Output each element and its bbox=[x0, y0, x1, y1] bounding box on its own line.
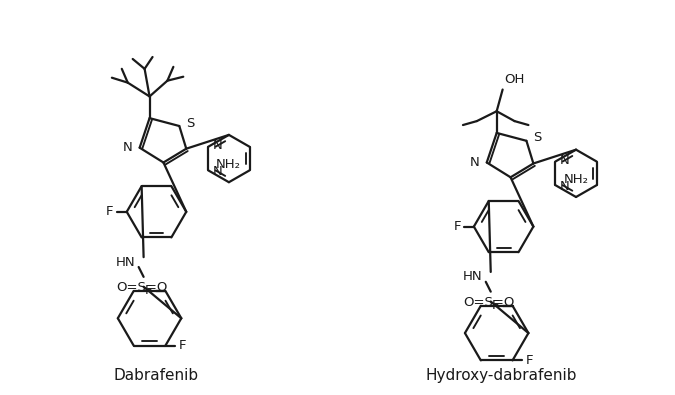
Text: Hydroxy-dabrafenib: Hydroxy-dabrafenib bbox=[426, 368, 577, 383]
Text: N: N bbox=[123, 141, 133, 154]
Text: Dabrafenib: Dabrafenib bbox=[114, 368, 199, 383]
Text: N: N bbox=[212, 165, 222, 178]
Text: F: F bbox=[106, 205, 113, 218]
Text: F: F bbox=[179, 339, 186, 352]
Text: F: F bbox=[145, 284, 153, 297]
Text: F: F bbox=[453, 220, 461, 233]
Text: F: F bbox=[526, 354, 533, 367]
Text: NH₂: NH₂ bbox=[564, 173, 589, 186]
Text: NH₂: NH₂ bbox=[216, 158, 241, 171]
Text: O=S=O: O=S=O bbox=[463, 295, 514, 308]
Text: S: S bbox=[186, 117, 194, 130]
Text: N: N bbox=[560, 154, 569, 167]
Text: N: N bbox=[212, 139, 222, 152]
Text: O=S=O: O=S=O bbox=[116, 281, 167, 294]
Text: N: N bbox=[560, 180, 569, 193]
Text: N: N bbox=[470, 156, 480, 169]
Text: F: F bbox=[492, 299, 500, 312]
Text: HN: HN bbox=[116, 256, 136, 269]
Text: S: S bbox=[533, 132, 542, 144]
Text: OH: OH bbox=[505, 73, 525, 86]
Text: HN: HN bbox=[463, 270, 483, 283]
